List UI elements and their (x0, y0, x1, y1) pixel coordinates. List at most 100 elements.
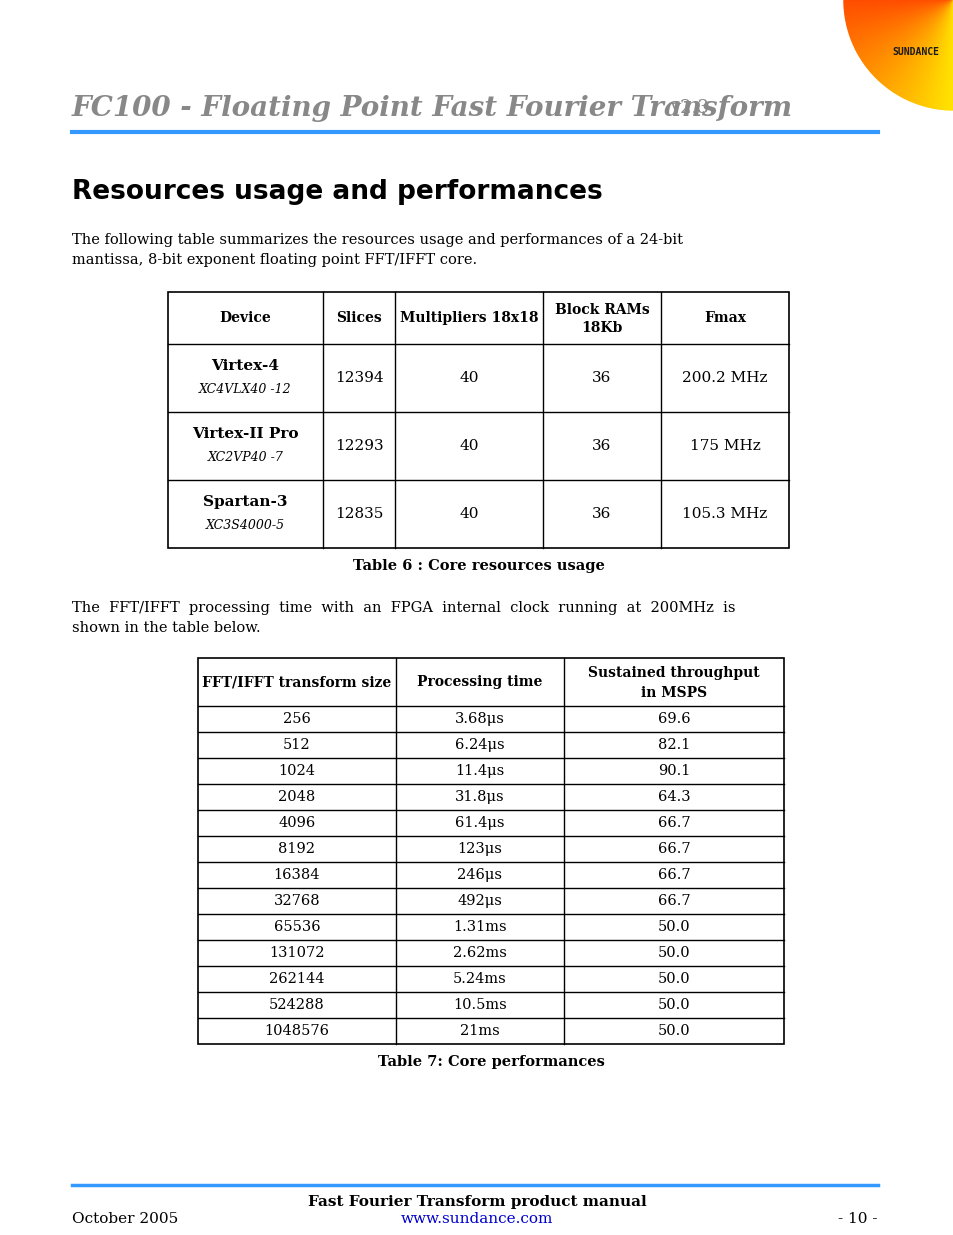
Text: 36: 36 (592, 370, 611, 385)
Polygon shape (936, 0, 953, 109)
Polygon shape (942, 0, 953, 110)
Text: 50.0: 50.0 (657, 1024, 690, 1037)
Text: 512: 512 (283, 739, 311, 752)
Text: 32768: 32768 (274, 894, 320, 908)
Text: 3.68μs: 3.68μs (455, 713, 504, 726)
Polygon shape (843, 0, 953, 11)
Text: 123μs: 123μs (457, 842, 502, 856)
Text: 5.24ms: 5.24ms (453, 972, 506, 986)
Polygon shape (847, 0, 953, 31)
Text: 50.0: 50.0 (657, 946, 690, 960)
Text: Slices: Slices (335, 311, 381, 325)
Text: 66.7: 66.7 (657, 894, 690, 908)
Polygon shape (930, 0, 953, 109)
Text: Virtex-4: Virtex-4 (212, 359, 279, 373)
Polygon shape (908, 0, 953, 101)
Text: 90.1: 90.1 (658, 764, 689, 778)
Text: Sustained throughput: Sustained throughput (588, 667, 759, 680)
Text: 18Kb: 18Kb (580, 321, 622, 336)
Bar (168, 291, 788, 548)
Polygon shape (911, 0, 953, 103)
Text: 36: 36 (592, 438, 611, 453)
Polygon shape (845, 0, 953, 26)
Polygon shape (846, 0, 953, 28)
Polygon shape (914, 0, 953, 104)
Text: 36: 36 (592, 508, 611, 521)
Text: Device: Device (219, 311, 271, 325)
Polygon shape (944, 0, 953, 110)
Text: 12835: 12835 (335, 508, 383, 521)
Text: 40: 40 (458, 508, 478, 521)
Text: 11.4μs: 11.4μs (455, 764, 504, 778)
Polygon shape (861, 0, 953, 62)
Text: 50.0: 50.0 (657, 920, 690, 934)
Polygon shape (924, 0, 953, 107)
Polygon shape (848, 0, 953, 37)
Polygon shape (843, 0, 953, 9)
Text: v2.3: v2.3 (669, 99, 708, 117)
Text: 21ms: 21ms (459, 1024, 499, 1037)
Text: 65536: 65536 (274, 920, 320, 934)
Polygon shape (878, 0, 953, 82)
Polygon shape (845, 0, 953, 23)
Text: 4096: 4096 (278, 816, 315, 830)
Polygon shape (854, 0, 953, 49)
Polygon shape (896, 0, 953, 95)
Polygon shape (844, 0, 953, 20)
Polygon shape (860, 0, 953, 61)
Polygon shape (864, 0, 953, 67)
Text: 12293: 12293 (335, 438, 383, 453)
Polygon shape (858, 0, 953, 58)
Polygon shape (917, 0, 953, 105)
Text: 40: 40 (458, 438, 478, 453)
Text: 105.3 MHz: 105.3 MHz (681, 508, 767, 521)
Text: 256: 256 (283, 713, 311, 726)
Polygon shape (867, 0, 953, 72)
Polygon shape (869, 0, 953, 74)
Text: XC2VP40 -7: XC2VP40 -7 (208, 451, 283, 464)
Polygon shape (939, 0, 953, 110)
Text: 66.7: 66.7 (657, 816, 690, 830)
Text: www.sundance.com: www.sundance.com (400, 1212, 553, 1226)
Polygon shape (919, 0, 953, 105)
Text: Block RAMs: Block RAMs (554, 303, 649, 316)
Text: 1024: 1024 (278, 764, 315, 778)
Text: 1048576: 1048576 (264, 1024, 329, 1037)
Polygon shape (849, 0, 953, 40)
Text: 175 MHz: 175 MHz (689, 438, 760, 453)
Text: 50.0: 50.0 (657, 972, 690, 986)
Text: in MSPS: in MSPS (640, 685, 706, 699)
Text: 61.4μs: 61.4μs (455, 816, 504, 830)
Polygon shape (843, 0, 953, 6)
Text: XC4VLX40 -12: XC4VLX40 -12 (199, 383, 292, 396)
Text: 246μs: 246μs (457, 868, 502, 882)
Text: 6.24μs: 6.24μs (455, 739, 504, 752)
Polygon shape (933, 0, 953, 109)
Polygon shape (882, 0, 953, 85)
Polygon shape (873, 0, 953, 78)
Polygon shape (880, 0, 953, 84)
Text: October 2005: October 2005 (71, 1212, 178, 1226)
Text: FFT/IFFT transform size: FFT/IFFT transform size (202, 676, 392, 689)
Polygon shape (922, 0, 953, 106)
Text: Resources usage and performances: Resources usage and performances (71, 179, 602, 205)
Text: Processing time: Processing time (416, 676, 542, 689)
Text: FC100 - Floating Point Fast Fourier Transform: FC100 - Floating Point Fast Fourier Tran… (71, 95, 792, 121)
Polygon shape (901, 0, 953, 98)
Text: The following table summarizes the resources usage and performances of a 24-bit: The following table summarizes the resou… (71, 233, 682, 247)
Polygon shape (847, 0, 953, 35)
Polygon shape (927, 0, 953, 107)
Text: 2.62ms: 2.62ms (453, 946, 506, 960)
Text: Fmax: Fmax (703, 311, 745, 325)
Polygon shape (857, 0, 953, 56)
Polygon shape (875, 0, 953, 80)
Text: 64.3: 64.3 (657, 790, 690, 804)
Text: 40: 40 (458, 370, 478, 385)
Text: mantissa, 8-bit exponent floating point FFT/IFFT core.: mantissa, 8-bit exponent floating point … (71, 253, 476, 267)
Text: Table 7: Core performances: Table 7: Core performances (377, 1055, 604, 1070)
Text: 10.5ms: 10.5ms (453, 998, 506, 1011)
Polygon shape (871, 0, 953, 75)
Text: shown in the table below.: shown in the table below. (71, 621, 260, 635)
Text: 12394: 12394 (335, 370, 383, 385)
Text: 66.7: 66.7 (657, 842, 690, 856)
